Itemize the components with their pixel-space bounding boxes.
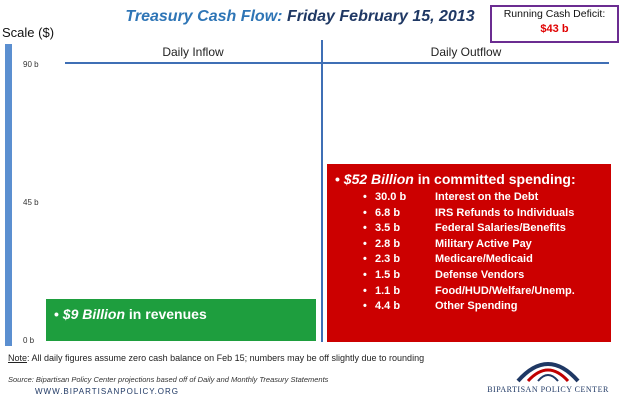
- inflow-bar: • $9 Billion in revenues: [46, 299, 316, 341]
- y-axis-label: Scale ($): [2, 25, 55, 40]
- outflow-item: • 2.8 b Military Active Pay: [335, 237, 605, 253]
- outflow-item-label: Food/HUD/Welfare/Unemp.: [435, 284, 575, 297]
- page-title: Treasury Cash Flow: Friday February 15, …: [100, 8, 500, 26]
- footnote: Note: All daily figures assume zero cash…: [8, 353, 424, 363]
- y-tick-label: 90 b: [23, 60, 39, 69]
- outflow-item: • 3.5 b Federal Salaries/Benefits: [335, 221, 605, 237]
- outflow-item-label: Military Active Pay: [435, 237, 532, 250]
- header-underline: [65, 62, 609, 64]
- outflow-item-amount: 30.0 b: [375, 191, 407, 203]
- logo-arc-icon: [516, 362, 580, 383]
- outflow-item-amount: 1.1 b: [375, 284, 401, 297]
- outflow-item-bullet: •: [363, 300, 367, 313]
- website-url[interactable]: WWW.BIPARTISANPOLICY.ORG: [35, 387, 180, 396]
- running-deficit-box: Running Cash Deficit: $43 b: [490, 5, 619, 43]
- y-tick-label: 0 b: [23, 336, 35, 345]
- outflow-item-bullet: •: [363, 237, 367, 250]
- outflow-text: in committed spending:: [417, 171, 576, 187]
- note-text: : All daily figures assume zero cash bal…: [27, 353, 425, 363]
- note-label: Note: [8, 353, 28, 363]
- deficit-label: Running Cash Deficit:: [503, 8, 606, 20]
- outflow-amount: $52 Billion: [343, 171, 414, 187]
- outflow-item-bullet: •: [363, 206, 367, 219]
- logo-text: BIPARTISAN POLICY CENTER: [487, 385, 609, 394]
- outflow-bullet: •: [335, 171, 340, 187]
- column-header-inflow: Daily Inflow: [162, 45, 224, 59]
- title-part-1: Treasury Cash Flow:: [125, 8, 283, 25]
- outflow-bar: • $52 Billion in committed spending: • 30…: [327, 164, 611, 342]
- inflow-amount: $9 Billion: [62, 306, 126, 322]
- outflow-item: • 6.8 b IRS Refunds to Individuals: [335, 206, 605, 222]
- inflow-text: in revenues: [128, 306, 207, 322]
- outflow-item-amount: 3.5 b: [375, 222, 401, 235]
- outflow-item: • 1.5 b Defense Vendors: [335, 268, 605, 284]
- outflow-item-label: Other Spending: [435, 300, 518, 313]
- outflow-item-amount: 6.8 b: [375, 206, 401, 219]
- outflow-item-label: Medicare/Medicaid: [435, 253, 533, 266]
- outflow-item-amount: 2.8 b: [375, 237, 401, 250]
- column-divider: [321, 40, 323, 342]
- outflow-item-label: IRS Refunds to Individuals: [435, 206, 575, 219]
- outflow-item-amount: 1.5 b: [375, 268, 401, 281]
- column-header-outflow: Daily Outflow: [430, 45, 502, 59]
- outflow-item-bullet: •: [363, 268, 367, 281]
- outflow-item: • 2.3 b Medicare/Medicaid: [335, 252, 605, 268]
- outflow-item: • 30.0 b Interest on the Debt: [335, 190, 605, 206]
- outflow-item-label: Interest on the Debt: [435, 191, 539, 203]
- outflow-item-bullet: •: [363, 284, 367, 297]
- y-axis-bar: [5, 44, 12, 346]
- outflow-item: • 1.1 b Food/HUD/Welfare/Unemp.: [335, 284, 605, 300]
- y-tick-label: 45 b: [23, 198, 39, 207]
- outflow-item: • 4.4 b Other Spending: [335, 299, 605, 315]
- deficit-value: $43 b: [540, 23, 569, 35]
- outflow-item-amount: 2.3 b: [375, 253, 401, 266]
- source-note: Source: Bipartisan Policy Center project…: [8, 375, 329, 384]
- outflow-items: • 30.0 b Interest on the Debt • 6.8 b IRS Ref…: [335, 190, 605, 315]
- outflow-item-bullet: •: [363, 222, 367, 235]
- outflow-item-label: Federal Salaries/Benefits: [435, 222, 566, 235]
- outflow-heading: • $52 Billion in committed spending:: [335, 171, 605, 187]
- outflow-item-amount: 4.4 b: [375, 300, 401, 313]
- title-part-2: Friday February 15, 2013: [286, 8, 475, 25]
- bpc-logo: BIPARTISAN POLICY CENTER: [478, 353, 618, 397]
- outflow-item-label: Defense Vendors: [435, 268, 525, 281]
- inflow-bullet: •: [54, 306, 59, 322]
- outflow-item-bullet: •: [363, 253, 367, 266]
- outflow-item-bullet: •: [363, 191, 367, 203]
